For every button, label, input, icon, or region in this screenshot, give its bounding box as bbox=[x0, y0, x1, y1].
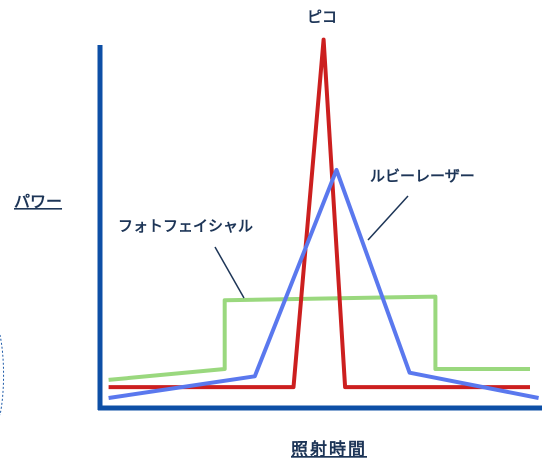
ruby-leader-line bbox=[367, 195, 409, 241]
x-axis-label: 照射時間 bbox=[291, 439, 367, 460]
series-line-3 bbox=[108, 294, 530, 382]
series-line-2 bbox=[108, 167, 539, 400]
photofacial-label: フォトフェイシャル bbox=[118, 217, 253, 235]
pico-label: ピコ bbox=[307, 8, 337, 26]
edge-decoration bbox=[0, 334, 5, 416]
photo-leader-line bbox=[214, 246, 245, 299]
series-layer bbox=[108, 37, 539, 400]
y-axis-label: パワー bbox=[14, 192, 62, 211]
ruby-label: ルビーレーザー bbox=[370, 167, 475, 185]
series-line-1 bbox=[108, 37, 530, 390]
